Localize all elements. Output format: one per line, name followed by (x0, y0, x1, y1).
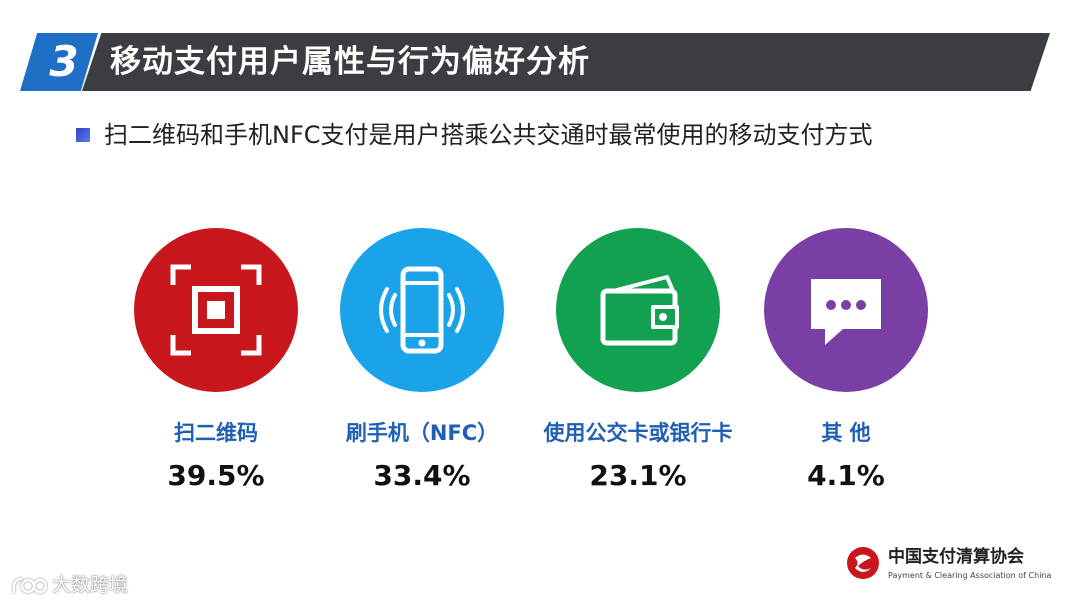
method-card: 使用公交卡或银行卡 23.1% (528, 228, 748, 494)
method-label: 扫二维码 (174, 421, 258, 445)
method-label: 其 他 (821, 421, 871, 445)
org-logo-icon (847, 547, 879, 579)
subtitle-text: 扫二维码和手机NFC支付是用户搭乘公共交通时最常使用的移动支付方式 (104, 121, 873, 149)
section-number: 3 (49, 37, 79, 86)
method-qr-code: 扫二维码 39.5% (106, 228, 326, 494)
qr-scan-icon (170, 264, 262, 356)
method-percent: 33.4% (373, 459, 471, 492)
method-label: 刷手机（NFC） (345, 421, 499, 445)
page-title: 移动支付用户属性与行为偏好分析 (110, 44, 590, 80)
title-banner: 3 移动支付用户属性与行为偏好分析 (20, 33, 1050, 91)
method-percent: 4.1% (807, 459, 885, 492)
method-nfc-phone: 刷手机（NFC） 33.4% (312, 228, 532, 494)
method-circle (134, 228, 298, 392)
title-bar (82, 33, 1050, 91)
chat-bubble-icon (811, 279, 881, 345)
method-other: 其 他 4.1% (736, 228, 956, 494)
method-circle (764, 228, 928, 392)
method-percent: 23.1% (589, 459, 687, 492)
watermark-logo-icon (12, 577, 48, 594)
bullet-square-icon (76, 128, 90, 142)
method-circle (556, 228, 720, 392)
method-percent: 39.5% (167, 459, 265, 492)
org-name-cn: 中国支付清算协会 (888, 547, 1024, 567)
method-label: 使用公交卡或银行卡 (543, 421, 733, 445)
watermark-text: 大数跨境 (52, 574, 129, 596)
wallet-card-icon (600, 275, 679, 346)
method-circle (340, 228, 504, 392)
nfc-phone-icon (379, 266, 465, 354)
org-name-en: Payment & Clearing Association of China (888, 571, 1052, 580)
